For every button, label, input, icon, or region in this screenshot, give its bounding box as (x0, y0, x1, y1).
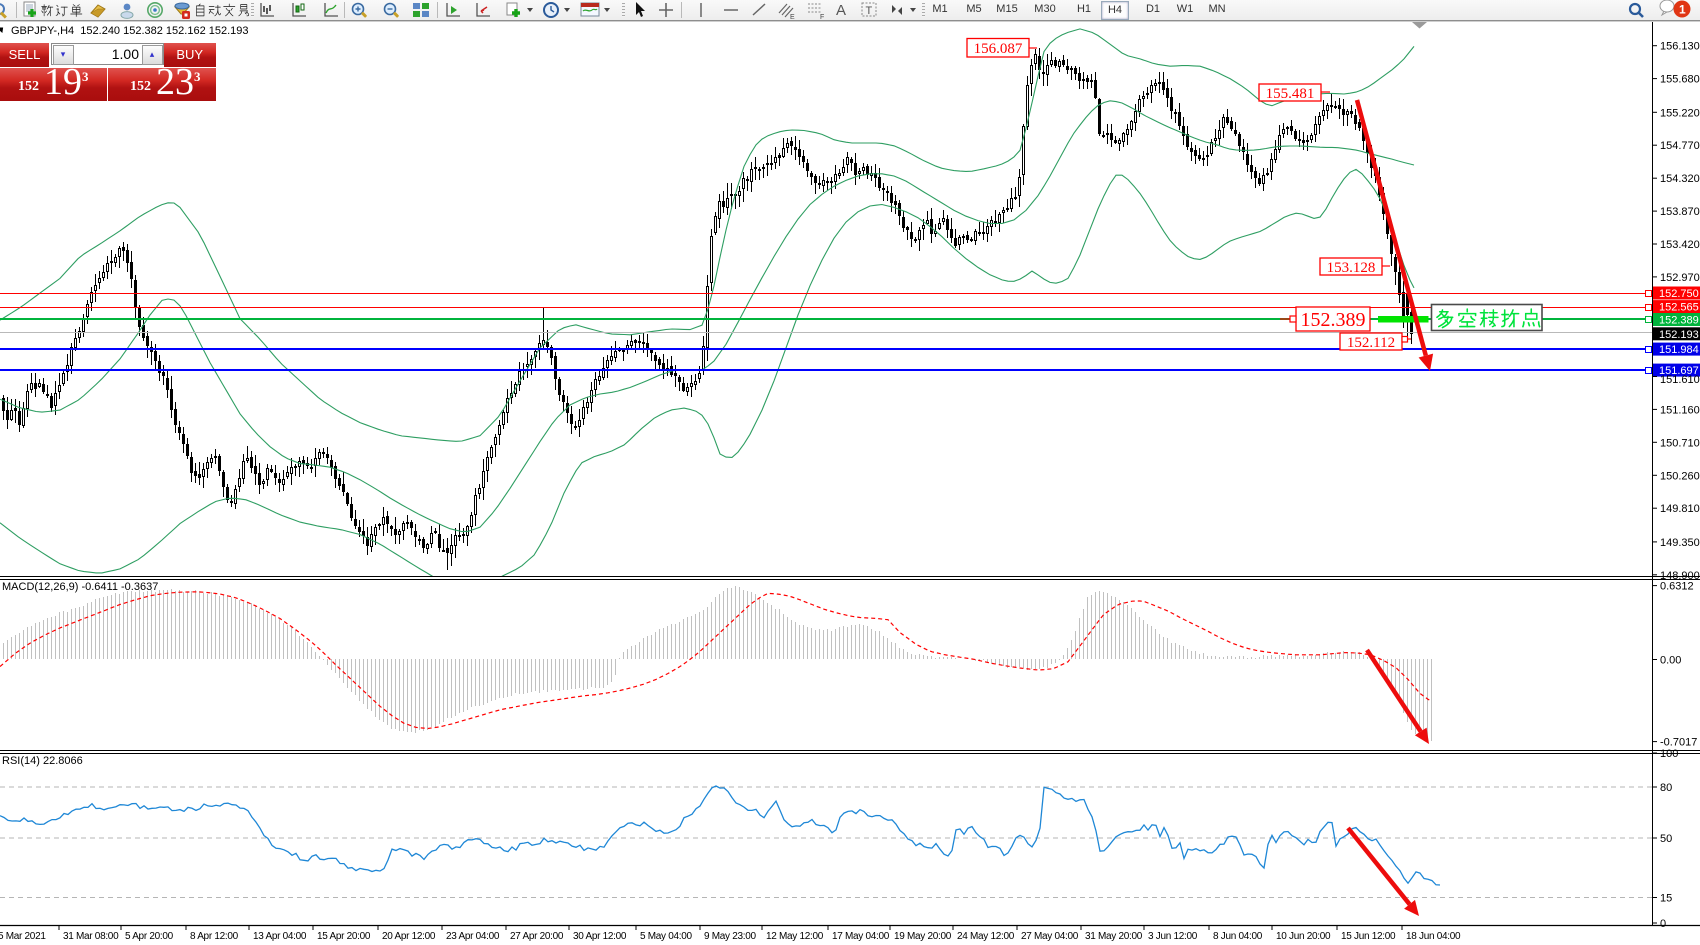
svg-text:31 Mar 08:00: 31 Mar 08:00 (63, 931, 119, 942)
svg-text:8 Jun 04:00: 8 Jun 04:00 (1213, 931, 1263, 942)
svg-text:153.870: 153.870 (1660, 206, 1700, 218)
svg-text:151.697: 151.697 (1659, 365, 1699, 377)
svg-text:RSI(14) 22.8066: RSI(14) 22.8066 (2, 755, 83, 767)
svg-text:12 May 12:00: 12 May 12:00 (766, 931, 824, 942)
svg-text:23 Apr 04:00: 23 Apr 04:00 (446, 931, 500, 942)
svg-text:151.610: 151.610 (1660, 374, 1700, 386)
svg-text:0.00: 0.00 (1660, 655, 1681, 667)
svg-text:T: T (866, 5, 873, 17)
svg-text:E: E (790, 14, 795, 20)
svg-text:151.160: 151.160 (1660, 404, 1700, 416)
svg-text:20 Apr 12:00: 20 Apr 12:00 (382, 931, 436, 942)
svg-text:154.320: 154.320 (1660, 173, 1700, 185)
svg-text:MACD(12,26,9) -0.6411 -0.3637: MACD(12,26,9) -0.6411 -0.3637 (2, 581, 158, 593)
svg-text:27 Apr 20:00: 27 Apr 20:00 (510, 931, 564, 942)
svg-text:27 May 04:00: 27 May 04:00 (1021, 931, 1079, 942)
svg-text:15 Apr 20:00: 15 Apr 20:00 (317, 931, 371, 942)
svg-text:148.900: 148.900 (1660, 570, 1700, 582)
svg-text:152.193: 152.193 (1659, 329, 1699, 341)
svg-text:155.680: 155.680 (1660, 74, 1700, 86)
svg-text:15 Jun 12:00: 15 Jun 12:00 (1341, 931, 1396, 942)
svg-text:80: 80 (1660, 782, 1672, 794)
svg-text:154.770: 154.770 (1660, 140, 1700, 152)
svg-text:F: F (820, 14, 824, 20)
svg-text:31 May 20:00: 31 May 20:00 (1085, 931, 1143, 942)
svg-text:17 May 04:00: 17 May 04:00 (832, 931, 890, 942)
svg-text:0.6312: 0.6312 (1660, 581, 1694, 593)
svg-text:18 Jun 04:00: 18 Jun 04:00 (1406, 931, 1461, 942)
svg-text:149.810: 149.810 (1660, 503, 1700, 515)
svg-text:152.750: 152.750 (1659, 288, 1699, 300)
svg-text:5 May 04:00: 5 May 04:00 (640, 931, 692, 942)
svg-text:149.350: 149.350 (1660, 537, 1700, 549)
svg-text:152.389: 152.389 (1659, 315, 1699, 327)
svg-text:150.710: 150.710 (1660, 437, 1700, 449)
svg-text:-0.7017: -0.7017 (1660, 737, 1697, 749)
svg-text:8 Apr 12:00: 8 Apr 12:00 (190, 931, 239, 942)
svg-text:151.984: 151.984 (1659, 344, 1699, 356)
svg-text:19 May 20:00: 19 May 20:00 (894, 931, 952, 942)
svg-text:150.260: 150.260 (1660, 470, 1700, 482)
svg-text:GBPJPY-,H4 152.240 152.382 15: GBPJPY-,H4 152.240 152.382 152.162 152.1… (11, 25, 249, 37)
svg-text:50: 50 (1660, 833, 1672, 845)
svg-text:3 Jun 12:00: 3 Jun 12:00 (1148, 931, 1198, 942)
svg-text:30 Apr 12:00: 30 Apr 12:00 (573, 931, 627, 942)
svg-text:5 Mar 2021: 5 Mar 2021 (0, 931, 46, 942)
svg-text:152.389: 152.389 (1301, 309, 1366, 331)
svg-text:1: 1 (1679, 3, 1686, 17)
svg-text:0: 0 (1660, 918, 1666, 930)
svg-text:156.130: 156.130 (1660, 41, 1700, 53)
svg-text:153.420: 153.420 (1660, 239, 1700, 251)
svg-text:155.220: 155.220 (1660, 107, 1700, 119)
svg-text:152.112: 152.112 (1347, 335, 1395, 351)
svg-text:15: 15 (1660, 893, 1672, 905)
svg-text:10 Jun 20:00: 10 Jun 20:00 (1276, 931, 1331, 942)
svg-text:156.087: 156.087 (974, 41, 1023, 57)
svg-text:24 May 12:00: 24 May 12:00 (957, 931, 1015, 942)
svg-text:153.128: 153.128 (1327, 260, 1376, 276)
svg-text:152.565: 152.565 (1659, 302, 1699, 314)
svg-text:9 May 23:00: 9 May 23:00 (704, 931, 756, 942)
svg-text:155.481: 155.481 (1266, 86, 1315, 102)
svg-text:5 Apr 20:00: 5 Apr 20:00 (125, 931, 174, 942)
svg-text:152.970: 152.970 (1660, 272, 1700, 284)
svg-text:13 Apr 04:00: 13 Apr 04:00 (253, 931, 307, 942)
